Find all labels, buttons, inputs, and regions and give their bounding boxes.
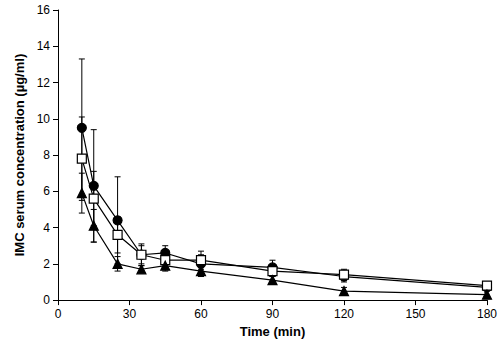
svg-text:16: 16 [37, 3, 51, 17]
svg-text:120: 120 [334, 307, 354, 321]
svg-text:2: 2 [43, 257, 50, 271]
svg-text:0: 0 [43, 293, 50, 307]
svg-text:150: 150 [405, 307, 425, 321]
svg-text:Time (min): Time (min) [240, 324, 306, 339]
svg-text:12: 12 [37, 76, 51, 90]
svg-text:6: 6 [43, 184, 50, 198]
svg-text:0: 0 [55, 307, 62, 321]
svg-text:IMC serum concentration (µg/ml: IMC serum concentration (µg/ml) [12, 54, 27, 257]
svg-text:10: 10 [37, 112, 51, 126]
svg-text:8: 8 [43, 148, 50, 162]
svg-text:180: 180 [477, 307, 497, 321]
svg-text:4: 4 [43, 221, 50, 235]
svg-text:90: 90 [266, 307, 280, 321]
svg-text:30: 30 [123, 307, 137, 321]
svg-text:14: 14 [37, 39, 51, 53]
svg-text:60: 60 [194, 307, 208, 321]
